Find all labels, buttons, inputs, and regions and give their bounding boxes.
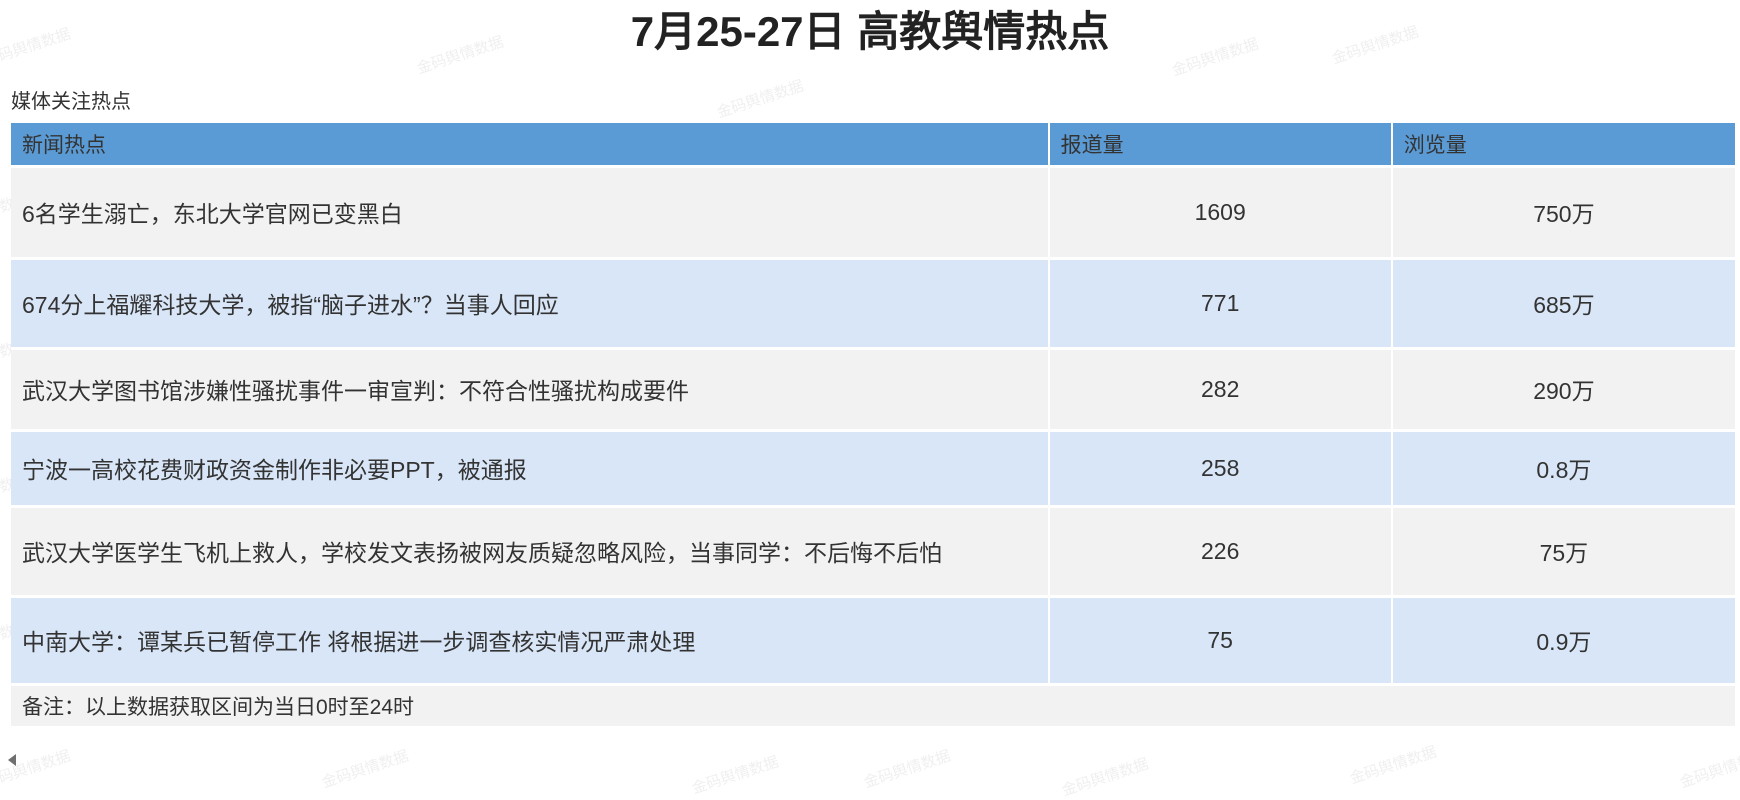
table-row: 武汉大学医学生飞机上救人，学校发文表扬被网友质疑忽略风险，当事同学：不后悔不后怕… xyxy=(11,506,1735,598)
table-row: 武汉大学图书馆涉嫌性骚扰事件一审宣判：不符合性骚扰构成要件 282 290万 xyxy=(11,348,1735,432)
views-cell: 75万 xyxy=(1391,506,1735,598)
views-cell: 685万 xyxy=(1391,258,1735,350)
table-note-row: 备注：以上数据获取区间为当日0时至24时 xyxy=(11,684,1735,729)
views-cell: 0.8万 xyxy=(1391,430,1735,508)
reports-cell: 1609 xyxy=(1048,166,1393,260)
column-header-views: 浏览量 xyxy=(1391,123,1735,168)
watermark: 金码舆情数据 xyxy=(319,747,411,792)
column-header-reports: 报道量 xyxy=(1048,123,1393,168)
topic-cell: 6名学生溺亡，东北大学官网已变黑白 xyxy=(11,166,1050,260)
topic-cell: 武汉大学图书馆涉嫌性骚扰事件一审宣判：不符合性骚扰构成要件 xyxy=(11,348,1050,432)
table-row: 6名学生溺亡，东北大学官网已变黑白 1609 750万 xyxy=(11,166,1735,260)
topic-cell: 674分上福耀科技大学，被指“脑子进水”？当事人回应 xyxy=(11,258,1050,350)
views-cell: 290万 xyxy=(1391,348,1735,432)
watermark: 金码舆情数据 xyxy=(861,747,953,792)
table-row: 中南大学：谭某兵已暂停工作 将根据进一步调查核实情况严肃处理 75 0.9万 xyxy=(11,596,1735,686)
reports-cell: 771 xyxy=(1048,258,1393,350)
views-cell: 0.9万 xyxy=(1391,596,1735,686)
reports-cell: 75 xyxy=(1048,596,1393,686)
page-title: 7月25-27日 高教舆情热点 xyxy=(630,8,1110,55)
table-row: 674分上福耀科技大学，被指“脑子进水”？当事人回应 771 685万 xyxy=(11,258,1735,350)
section-label: 媒体关注热点 xyxy=(11,91,131,113)
watermark: 金码舆情数据 xyxy=(0,747,73,792)
watermark: 金码舆情数据 xyxy=(1347,743,1439,788)
reports-cell: 282 xyxy=(1048,348,1393,432)
report-page: 金码舆情数据 金码舆情数据 金码舆情数据 金码舆情数据 金码舆情数据 金码舆情数… xyxy=(0,6,1740,799)
table-row: 宁波一高校花费财政资金制作非必要PPT，被通报 258 0.8万 xyxy=(11,430,1735,508)
reports-cell: 258 xyxy=(1048,430,1393,508)
table-header-row: 新闻热点 报道量 浏览量 xyxy=(11,123,1735,168)
topic-cell: 武汉大学医学生飞机上救人，学校发文表扬被网友质疑忽略风险，当事同学：不后悔不后怕 xyxy=(11,506,1050,598)
reports-cell: 226 xyxy=(1048,506,1393,598)
media-hotspots-table: 新闻热点 报道量 浏览量 6名学生溺亡，东北大学官网已变黑白 1609 750万… xyxy=(11,123,1735,729)
column-header-topic: 新闻热点 xyxy=(11,123,1050,168)
watermark: 金码舆情数据 xyxy=(1059,755,1151,800)
watermark: 金码舆情数据 xyxy=(689,753,781,798)
topic-cell: 宁波一高校花费财政资金制作非必要PPT，被通报 xyxy=(11,430,1050,508)
watermark: 金码舆情数据 xyxy=(1677,747,1740,792)
scrollbar-left-arrow-icon[interactable] xyxy=(8,754,16,766)
topic-cell: 中南大学：谭某兵已暂停工作 将根据进一步调查核实情况严肃处理 xyxy=(11,596,1050,686)
views-cell: 750万 xyxy=(1391,166,1735,260)
note-cell: 备注：以上数据获取区间为当日0时至24时 xyxy=(11,684,1735,729)
